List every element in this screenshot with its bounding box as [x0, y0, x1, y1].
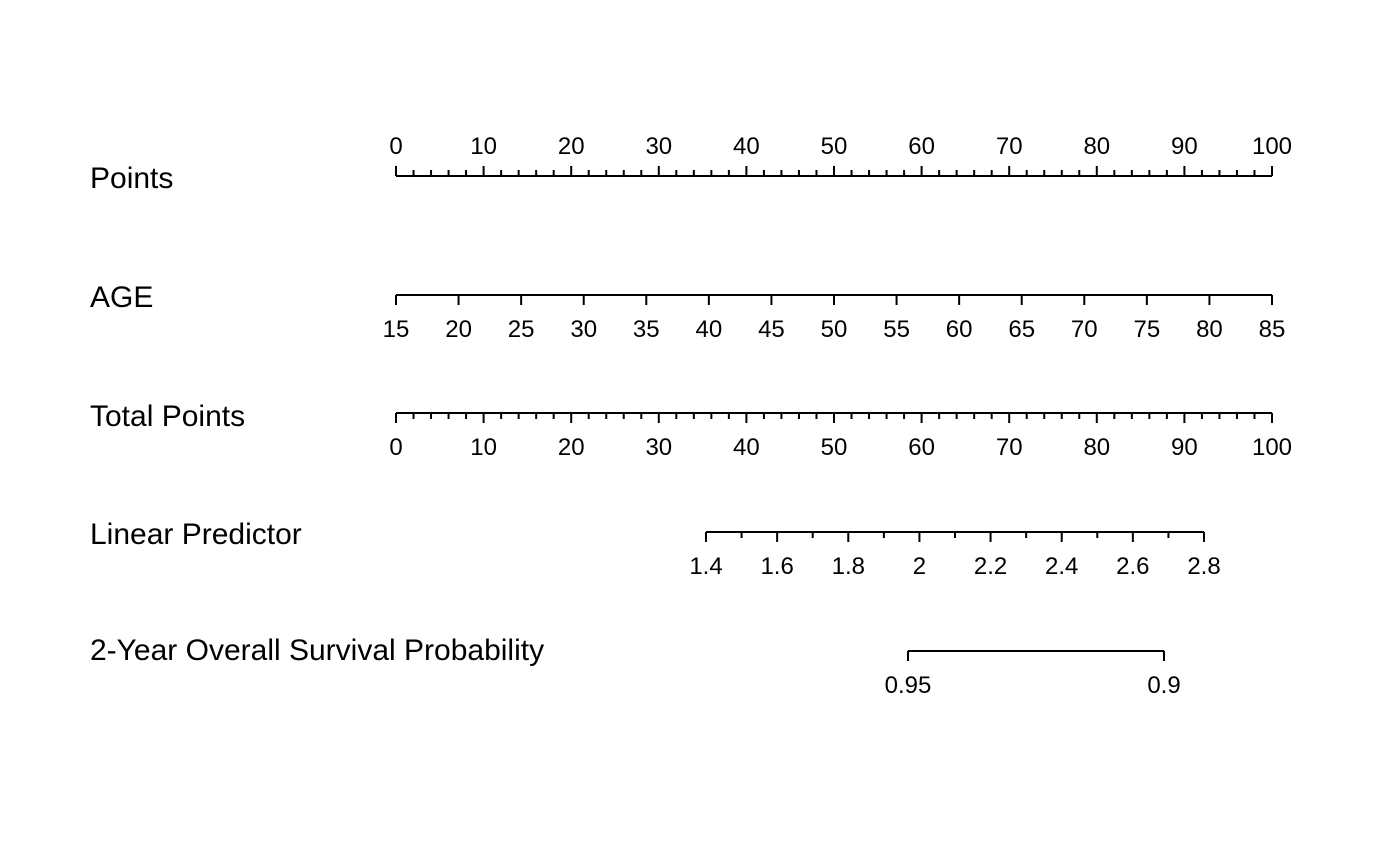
tick-label: 1.4: [689, 553, 722, 580]
tick-label: 20: [558, 133, 585, 160]
tick-label: 100: [1252, 133, 1292, 160]
tick-label: 15: [383, 316, 410, 343]
row-age: AGE 15 20 25 30 35 40 45 50 55 60 65 70 75 80 85: [90, 281, 1285, 343]
row-label-points: Points: [90, 162, 173, 195]
tick-label: 70: [996, 133, 1023, 160]
row-survival-probability: 2-Year Overall Survival Probability 0.95…: [90, 634, 1181, 699]
tick-label: 0: [389, 133, 402, 160]
tick-label: 80: [1083, 434, 1110, 461]
tick-label: 35: [633, 316, 660, 343]
tick-label: 90: [1171, 133, 1198, 160]
tick-label: 2.8: [1187, 553, 1220, 580]
tick-label: 70: [1071, 316, 1098, 343]
tick-label: 1.8: [832, 553, 865, 580]
tick-label: 2: [913, 553, 926, 580]
tick-label: 25: [508, 316, 535, 343]
tick-label: 60: [908, 133, 935, 160]
tick-label: 60: [946, 316, 973, 343]
tick-label: 30: [570, 316, 597, 343]
tick-label: 50: [821, 316, 848, 343]
tick-label: 0.9: [1147, 672, 1180, 699]
tick-label: 1.6: [760, 553, 793, 580]
tick-label: 40: [696, 316, 723, 343]
tick-label: 40: [733, 133, 760, 160]
tick-label: 60: [908, 434, 935, 461]
row-label-survival-probability: 2-Year Overall Survival Probability: [90, 634, 544, 667]
tick-label: 20: [558, 434, 585, 461]
tick-label: 75: [1134, 316, 1161, 343]
tick-label: 2.2: [974, 553, 1007, 580]
row-points: Points 0 10 20 30 40 50 60 70 80 90 100: [90, 133, 1292, 195]
row-total-points: Total Points 0 10 20 30 40 50 60 70 80 90 100: [90, 400, 1292, 461]
tick-label: 80: [1196, 316, 1223, 343]
tick-label: 90: [1171, 434, 1198, 461]
tick-label: 55: [883, 316, 910, 343]
tick-label: 100: [1252, 434, 1292, 461]
tick-label: 80: [1083, 133, 1110, 160]
tick-label: 70: [996, 434, 1023, 461]
tick-label: 0.95: [885, 672, 932, 699]
tick-label: 2.4: [1045, 553, 1078, 580]
tick-label: 30: [645, 133, 672, 160]
tick-label: 0: [389, 434, 402, 461]
tick-label: 50: [821, 133, 848, 160]
row-label-linear-predictor: Linear Predictor: [90, 518, 302, 551]
row-linear-predictor: Linear Predictor 1.4 1.6 1.8 2 2.2 2.4 2.6 2.8: [90, 518, 1221, 580]
tick-label: 40: [733, 434, 760, 461]
tick-label: 20: [445, 316, 472, 343]
tick-label: 65: [1008, 316, 1035, 343]
tick-label: 45: [758, 316, 785, 343]
tick-label: 2.6: [1116, 553, 1149, 580]
row-label-age: AGE: [90, 281, 153, 314]
tick-label: 85: [1259, 316, 1286, 343]
row-label-total-points: Total Points: [90, 400, 245, 433]
tick-label: 10: [470, 434, 497, 461]
tick-label: 50: [821, 434, 848, 461]
tick-label: 10: [470, 133, 497, 160]
tick-label: 30: [645, 434, 672, 461]
